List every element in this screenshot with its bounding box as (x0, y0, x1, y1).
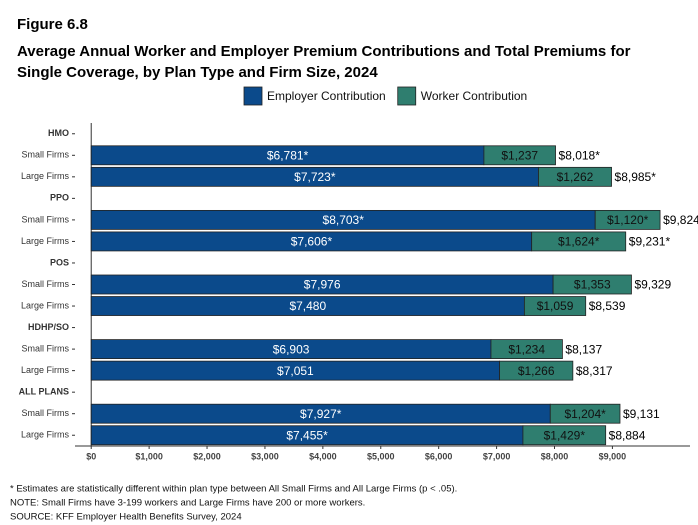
x-tick-label: $8,000 (541, 451, 569, 461)
footnote: SOURCE: KFF Employer Health Benefits Sur… (10, 512, 242, 523)
bar-segment (549, 403, 621, 424)
total-label: $8,317 (576, 364, 613, 378)
total-label: $9,824* (663, 213, 698, 227)
legend-swatch (243, 86, 263, 106)
figure-label: Figure 6.8 (17, 16, 88, 33)
footnote: * Estimates are statistically different … (10, 484, 457, 495)
y-tick-label: Large Firms (21, 365, 70, 375)
bar-value-label: $7,455* (286, 428, 328, 442)
x-tick-label: $7,000 (483, 451, 511, 461)
bar-segment (531, 231, 627, 252)
y-tick-label: Small Firms (22, 214, 70, 224)
x-tick-label: $3,000 (251, 451, 279, 461)
bar-value-label: $1,059 (537, 299, 574, 313)
footnote: NOTE: Small Firms have 3-199 workers and… (10, 498, 365, 509)
y-tick-label: Small Firms (22, 150, 70, 160)
bar-value-label: $8,703* (323, 213, 365, 227)
total-label: $8,137 (565, 342, 602, 356)
bar-value-label: $1,237 (501, 148, 538, 162)
bar-segment (483, 145, 556, 166)
y-tick-label: Large Firms (21, 236, 70, 246)
bar-value-label: $7,723* (294, 170, 336, 184)
x-tick-label: $0 (86, 451, 96, 461)
x-tick-label: $4,000 (309, 451, 337, 461)
bar-value-label: $1,262 (557, 170, 594, 184)
bar-value-label: $6,903 (273, 342, 310, 356)
bar-value-label: $1,624* (558, 235, 600, 249)
y-tick-label: Large Firms (21, 171, 70, 181)
bar-value-label: $1,353 (574, 278, 611, 292)
y-tick-label: Large Firms (21, 430, 70, 440)
bar-value-label: $7,606* (291, 235, 333, 249)
legend-label: Worker Contribution (421, 89, 528, 103)
group-label: HDHP/SO (28, 322, 69, 332)
bar-value-label: $1,204* (564, 407, 606, 421)
bar-segment (552, 274, 632, 295)
bar-value-label: $1,429* (544, 428, 586, 442)
legend-swatch (397, 86, 417, 106)
bar-segment (522, 425, 607, 446)
bar-value-label: $7,976 (304, 278, 341, 292)
y-tick-label: Small Firms (22, 279, 70, 289)
chart-title: Average Annual Worker and Employer Premi… (17, 43, 631, 81)
y-tick-label: Small Firms (22, 408, 70, 418)
x-tick-label: $5,000 (367, 451, 395, 461)
group-label: ALL PLANS (19, 387, 69, 397)
bar-segment (538, 166, 612, 187)
total-label: $8,985* (615, 170, 657, 184)
bar-segment (594, 209, 661, 230)
bar-value-label: $1,266 (518, 364, 555, 378)
x-tick-label: $6,000 (425, 451, 453, 461)
total-label: $8,884 (609, 428, 646, 442)
group-label: POS (50, 257, 69, 267)
y-tick-label: Large Firms (21, 300, 70, 310)
bar-segment (499, 360, 574, 381)
bar-value-label: $6,781* (267, 148, 309, 162)
x-tick-label: $1,000 (135, 451, 163, 461)
y-tick-label: Small Firms (22, 343, 70, 353)
total-label: $9,231* (629, 235, 671, 249)
bar-segment (490, 339, 563, 360)
total-label: $8,018* (559, 148, 601, 162)
total-label: $8,539 (589, 299, 626, 313)
bar-value-label: $1,120* (607, 213, 649, 227)
total-label: $9,329 (634, 278, 671, 292)
bar-value-label: $7,051 (277, 364, 314, 378)
bar-segment (523, 296, 587, 316)
bar-value-label: $7,927* (300, 407, 342, 421)
legend-label: Employer Contribution (267, 89, 386, 103)
x-tick-label: $2,000 (193, 451, 221, 461)
x-tick-label: $9,000 (599, 451, 627, 461)
group-label: PPO (50, 193, 69, 203)
total-label: $9,131 (623, 407, 660, 421)
bar-value-label: $1,234 (508, 342, 545, 356)
group-label: HMO (48, 128, 69, 138)
bar-value-label: $7,480 (289, 299, 326, 313)
